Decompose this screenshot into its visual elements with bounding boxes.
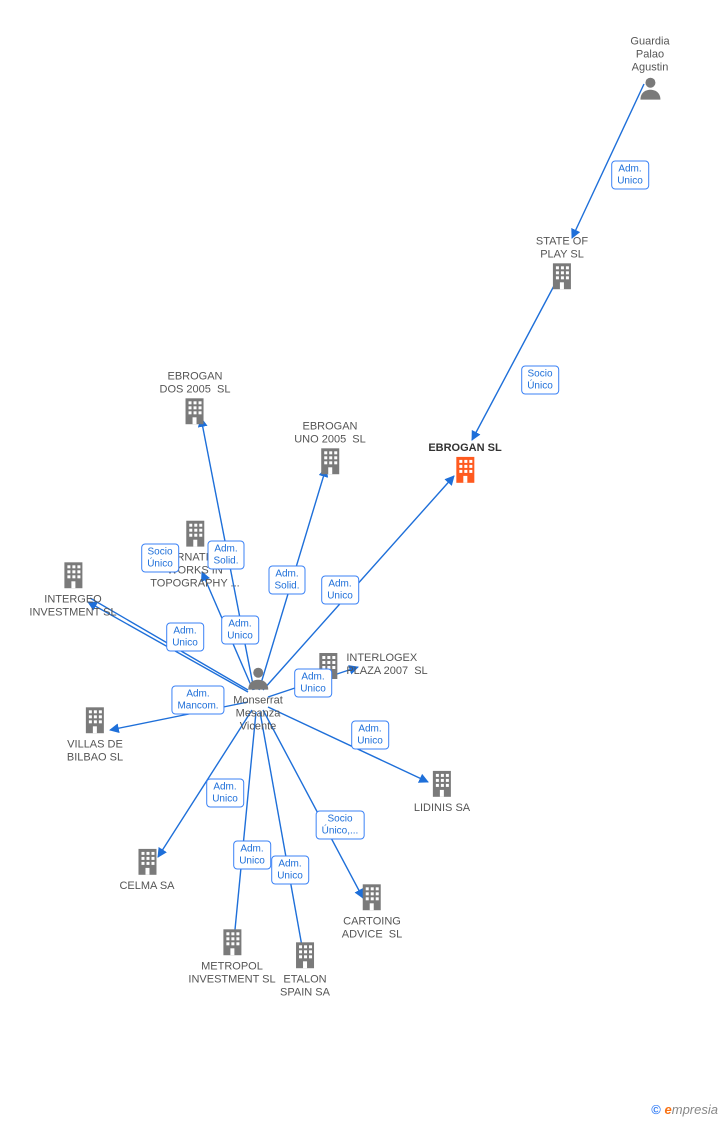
edge-label: Adm. Unico <box>206 779 244 808</box>
node-label: VILLAS DE BILBAO SL <box>67 738 123 764</box>
node-guardia[interactable]: Guardia Palao Agustin <box>630 36 669 105</box>
edge-label: Adm. Unico <box>271 856 309 885</box>
node-lidinis[interactable]: LIDINIS SA <box>414 769 470 815</box>
edge-label: Adm. Solid. <box>268 566 305 595</box>
building-icon <box>453 455 477 483</box>
building-icon <box>220 927 244 955</box>
edge-label: Adm. Unico <box>233 841 271 870</box>
building-icon <box>83 705 107 733</box>
node-interlogex[interactable]: INTERLOGEX PLAZA 2007 SL <box>316 651 427 679</box>
building-icon <box>183 519 207 547</box>
watermark: © empresia <box>651 1102 718 1117</box>
node-label: METROPOL INVESTMENT SL <box>188 960 275 986</box>
copyright-symbol: © <box>651 1102 661 1117</box>
building-icon <box>318 447 342 475</box>
edge-label: Adm. Unico <box>221 616 259 645</box>
building-icon <box>293 940 317 968</box>
node-etalon[interactable]: ETALON SPAIN SA <box>280 940 330 999</box>
node-label: Guardia Palao Agustin <box>630 36 669 76</box>
building-icon <box>550 262 574 290</box>
person-icon <box>246 666 270 690</box>
edge-label: Adm. Solid. <box>207 541 244 570</box>
edge-label: Adm. Unico <box>611 161 649 190</box>
edge-label: Adm. Unico <box>351 721 389 750</box>
node-label: EBROGAN SL <box>428 442 501 455</box>
node-label: CELMA SA <box>119 880 174 893</box>
node-label: Monserrat Mesanza Vicente <box>233 695 283 735</box>
brand-e: e <box>665 1102 672 1117</box>
node-ebrodos[interactable]: EBROGAN DOS 2005 SL <box>160 370 231 429</box>
node-ebrouno[interactable]: EBROGAN UNO 2005 SL <box>294 420 366 479</box>
node-label: INTERLOGEX PLAZA 2007 SL <box>346 652 427 678</box>
node-label: LIDINIS SA <box>414 802 470 815</box>
edge-label: Socio Único,... <box>316 811 365 840</box>
node-label: INTERGEO INVESTMENT SL <box>29 593 116 619</box>
edge-stateplay-ebrogan <box>472 282 556 440</box>
edge-label: Adm. Unico <box>321 576 359 605</box>
node-label: STATE OF PLAY SL <box>536 235 588 261</box>
network-diagram: Guardia Palao Agustin STATE OF PLAY SL E… <box>0 0 728 1125</box>
edge-label: Adm. Mancom. <box>171 686 224 715</box>
person-icon <box>638 75 662 99</box>
edge-label: Adm. Unico <box>294 669 332 698</box>
node-label: EBROGAN DOS 2005 SL <box>160 370 231 396</box>
edge-label: Socio Único <box>141 544 179 573</box>
node-monserrat[interactable]: Monserrat Mesanza Vicente <box>233 666 283 735</box>
node-intergeo[interactable]: INTERGEO INVESTMENT SL <box>29 560 116 619</box>
node-villas[interactable]: VILLAS DE BILBAO SL <box>67 705 123 764</box>
building-icon <box>61 560 85 588</box>
edge-label: Socio Único <box>521 366 559 395</box>
building-icon <box>183 397 207 425</box>
node-ebrogan[interactable]: EBROGAN SL <box>428 442 501 488</box>
edge-monserrat-lidinis <box>268 707 428 782</box>
edge-monserrat-metropol <box>234 712 256 940</box>
node-stateplay[interactable]: STATE OF PLAY SL <box>536 235 588 294</box>
node-label: ETALON SPAIN SA <box>280 973 330 999</box>
node-label: CARTOING ADVICE SL <box>342 915 403 941</box>
node-metropol[interactable]: METROPOL INVESTMENT SL <box>188 927 275 986</box>
building-icon <box>135 847 159 875</box>
node-cartoing[interactable]: CARTOING ADVICE SL <box>342 882 403 941</box>
building-icon <box>360 882 384 910</box>
edge-monserrat-etalon <box>260 712 303 952</box>
edge-label: Adm. Unico <box>166 623 204 652</box>
building-icon <box>430 769 454 797</box>
brand-rest: mpresia <box>672 1102 718 1117</box>
node-label: EBROGAN UNO 2005 SL <box>294 420 366 446</box>
node-celma[interactable]: CELMA SA <box>119 847 174 893</box>
